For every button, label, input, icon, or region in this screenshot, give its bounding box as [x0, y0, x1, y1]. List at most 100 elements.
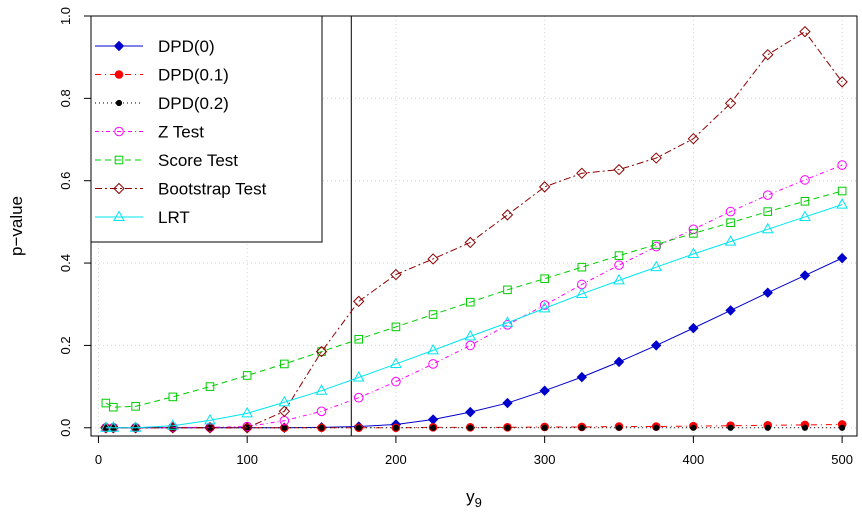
series-line	[105, 164, 843, 429]
data-point	[538, 301, 551, 313]
data-point	[764, 424, 771, 431]
data-point	[687, 247, 700, 258]
data-point	[799, 270, 811, 281]
data-point	[613, 273, 625, 285]
data-point	[725, 305, 736, 316]
data-point	[650, 340, 662, 351]
data-point	[204, 422, 216, 434]
data-point	[613, 163, 625, 176]
data-point	[315, 345, 328, 358]
y-tick-label: 0.2	[58, 336, 73, 354]
data-point	[429, 424, 437, 431]
data-point	[538, 181, 551, 193]
data-point	[501, 316, 514, 327]
data-point	[352, 370, 365, 382]
data-point	[504, 424, 511, 431]
legend-item: Z Test	[95, 123, 204, 142]
series-6	[100, 198, 848, 432]
x-axis-label-subscript: 9	[475, 495, 482, 510]
legend-item: DPD(0.2)	[95, 94, 229, 113]
data-point	[428, 310, 438, 319]
data-point	[107, 421, 120, 432]
data-point	[318, 424, 325, 431]
x-tick-label: 200	[385, 452, 407, 467]
y-tick-label: 0.6	[58, 172, 73, 190]
series-line	[105, 190, 843, 408]
data-point	[168, 392, 178, 402]
data-point	[762, 287, 773, 298]
x-axis: 0 100 200 300 400 500	[95, 435, 853, 467]
x-axis-label: y9	[466, 487, 482, 510]
data-point	[539, 385, 550, 396]
data-point	[100, 421, 112, 432]
legend-label: DPD(0)	[158, 37, 215, 56]
x-tick-label: 100	[236, 452, 258, 467]
data-point	[109, 402, 118, 412]
data-point	[690, 424, 697, 431]
legend-item: Score Test	[95, 151, 238, 170]
data-point	[390, 357, 402, 368]
data-point	[391, 376, 401, 387]
legend-label: Bootstrap Test	[158, 180, 267, 199]
data-point	[355, 424, 362, 431]
legend-label: Z Test	[158, 123, 204, 142]
data-point	[763, 207, 773, 216]
legend-marker	[114, 70, 124, 79]
data-point	[688, 322, 699, 334]
data-point	[576, 371, 588, 383]
legend-marker	[113, 182, 125, 195]
data-point	[650, 152, 662, 164]
data-point	[129, 422, 142, 434]
data-point	[280, 359, 289, 369]
data-point	[241, 406, 254, 418]
data-point	[800, 175, 810, 185]
data-point	[131, 402, 140, 411]
data-point	[427, 253, 439, 265]
x-tick-label: 500	[831, 452, 853, 467]
data-point	[799, 210, 811, 221]
legend-item: DPD(0.1)	[95, 66, 229, 85]
legend-marker	[113, 40, 125, 52]
data-point	[427, 414, 439, 425]
y-axis: 0.0 0.2 0.4 0.6 0.8 1.0	[58, 7, 92, 437]
series-5	[100, 25, 848, 434]
data-point	[726, 218, 735, 228]
data-point	[724, 235, 737, 246]
data-point	[651, 240, 661, 249]
legend-marker	[115, 99, 123, 107]
legend-box	[90, 15, 323, 243]
legend-label: Score Test	[158, 151, 238, 170]
data-point	[464, 236, 476, 249]
data-point	[836, 76, 848, 88]
data-point	[650, 260, 663, 272]
data-point	[317, 347, 326, 356]
data-point	[101, 398, 111, 408]
data-point	[540, 274, 549, 284]
x-axis-label-main: y	[466, 487, 475, 506]
data-point	[653, 424, 660, 431]
data-point	[541, 424, 548, 431]
data-point	[465, 297, 475, 307]
data-point	[316, 406, 327, 417]
data-point	[467, 424, 474, 431]
data-point	[391, 322, 401, 332]
data-point	[836, 198, 848, 209]
data-point	[503, 285, 512, 295]
data-point	[614, 260, 624, 270]
legend-marker	[114, 155, 124, 165]
data-point	[205, 382, 215, 391]
data-point	[837, 160, 847, 170]
data-point	[539, 300, 550, 310]
legend: DPD(0) DPD(0.1) DPD(0.2) Z Test Score Test Bo…	[90, 15, 323, 243]
data-point	[129, 421, 142, 432]
data-point	[281, 424, 288, 431]
legend-label: DPD(0.1)	[158, 66, 229, 85]
data-point	[428, 359, 438, 369]
data-point	[576, 167, 588, 180]
legend-item: Bootstrap Test	[95, 180, 267, 199]
data-point	[578, 424, 585, 431]
data-point	[614, 251, 624, 260]
series-line	[105, 30, 843, 429]
legend-label: LRT	[158, 208, 190, 227]
